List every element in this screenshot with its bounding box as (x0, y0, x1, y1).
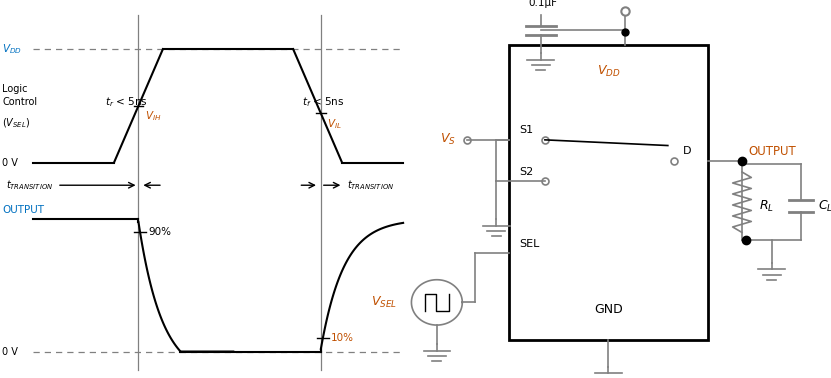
Text: S1: S1 (519, 125, 534, 135)
Text: ($V_{SEL}$): ($V_{SEL}$) (2, 116, 30, 130)
Text: S2: S2 (519, 167, 534, 177)
Text: $R_L$: $R_L$ (759, 198, 774, 214)
Text: $t_r$ < 5ns: $t_r$ < 5ns (105, 95, 148, 109)
Text: $V_{DD}$: $V_{DD}$ (597, 64, 620, 79)
Text: OUTPUT: OUTPUT (2, 206, 44, 215)
Text: $V_{SEL}$: $V_{SEL}$ (371, 295, 396, 310)
Text: GND: GND (594, 304, 623, 316)
Text: $V_{DD}$: $V_{DD}$ (2, 42, 22, 56)
Text: $V_{IL}$: $V_{IL}$ (327, 117, 342, 131)
Text: $t_{TRANSITION}$: $t_{TRANSITION}$ (347, 178, 395, 192)
Text: 0 V: 0 V (2, 158, 18, 167)
Text: 0.1μF: 0.1μF (529, 0, 558, 8)
Text: $C_L$: $C_L$ (819, 198, 831, 214)
Text: OUTPUT: OUTPUT (749, 145, 796, 158)
Text: $V_{DD}$: $V_{DD}$ (613, 0, 637, 2)
Text: Control: Control (2, 97, 37, 107)
Text: 0 V: 0 V (2, 347, 18, 356)
Text: Logic: Logic (2, 84, 27, 94)
Text: 10%: 10% (331, 333, 354, 343)
Text: 90%: 90% (148, 228, 171, 237)
Text: $t_{TRANSITION}$: $t_{TRANSITION}$ (6, 178, 53, 192)
Text: $t_f$ < 5ns: $t_f$ < 5ns (302, 95, 345, 109)
Text: D: D (683, 146, 691, 156)
Text: $V_S$: $V_S$ (440, 132, 456, 147)
Text: SEL: SEL (519, 239, 540, 249)
Bar (509, 45, 708, 340)
Text: $V_{IH}$: $V_{IH}$ (145, 110, 161, 124)
